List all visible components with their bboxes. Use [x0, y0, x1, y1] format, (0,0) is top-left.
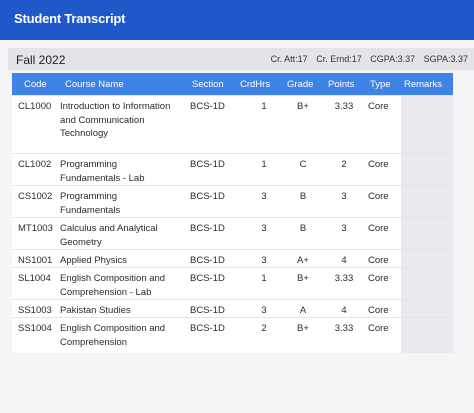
course-section: BCS-1D [190, 159, 225, 170]
column-header-course-name: Course Name [65, 79, 124, 90]
course-section: BCS-1D [190, 223, 225, 234]
course-name: Programming Fundamentals - Lab [60, 159, 145, 184]
course-crdhrs: 1 [261, 159, 267, 170]
table-row: CS1002 Programming Fundamentals BCS-1D 3… [12, 185, 453, 217]
column-header-type: Type [370, 79, 391, 90]
course-code: SS1004 [18, 323, 52, 334]
term-stats: Cr. Att:17 Cr. Ernd:17 CGPA:3.37 SGPA:3.… [265, 54, 468, 64]
remarks-cell [401, 218, 453, 249]
course-crdhrs: 1 [261, 101, 267, 112]
course-points: 4 [341, 305, 347, 316]
table-row: NS1001 Applied Physics BCS-1D 3 A+ 4 Cor… [12, 249, 453, 267]
course-type: Core [368, 159, 389, 170]
course-grade: B+ [297, 101, 309, 112]
course-crdhrs: 1 [261, 273, 267, 284]
course-code: NS1001 [18, 255, 53, 266]
course-type: Core [368, 305, 389, 316]
course-section: BCS-1D [190, 305, 225, 316]
term-name: Fall 2022 [16, 53, 66, 67]
course-grade: B [299, 191, 307, 202]
course-grade: C [299, 159, 307, 170]
course-points: 3.33 [334, 273, 354, 284]
remarks-cell [401, 300, 453, 317]
course-code: CS1002 [18, 191, 53, 202]
column-header-code: Code [24, 79, 47, 90]
remarks-cell [401, 186, 453, 217]
column-header-crdhrs: CrdHrs [240, 79, 271, 90]
course-crdhrs: 3 [261, 255, 267, 266]
remarks-cell [401, 154, 453, 185]
course-type: Core [368, 255, 389, 266]
credits-earned: Cr. Ernd:17 [316, 54, 362, 64]
cgpa-value: CGPA:3.37 [370, 54, 416, 64]
course-grade: A [299, 305, 307, 316]
table-row: SS1004 English Composition and Comprehen… [12, 317, 453, 353]
column-header-points: Points [328, 79, 355, 90]
course-section: BCS-1D [190, 323, 225, 334]
course-section: BCS-1D [190, 273, 225, 284]
table-row: CL1000 Introduction to Information and C… [12, 95, 453, 153]
table-row: SS1003 Pakistan Studies BCS-1D 3 A 4 Cor… [12, 299, 453, 317]
course-grade: A+ [297, 255, 309, 266]
course-code: SS1003 [18, 305, 52, 316]
course-crdhrs: 3 [261, 305, 267, 316]
course-code: MT1003 [18, 223, 53, 234]
course-section: BCS-1D [190, 191, 225, 202]
course-crdhrs: 3 [261, 191, 267, 202]
column-header-remarks: Remarks [404, 79, 443, 90]
course-points: 3.33 [334, 101, 354, 112]
column-header-grade: Grade [287, 79, 314, 90]
course-type: Core [368, 223, 389, 234]
page-header: Student Transcript [0, 0, 474, 40]
term-summary-bar: Fall 2022 Cr. Att:17 Cr. Ernd:17 CGPA:3.… [8, 48, 474, 70]
course-name: Introduction to Information and Communic… [60, 101, 171, 139]
course-crdhrs: 2 [261, 323, 267, 334]
course-name: Pakistan Studies [60, 305, 131, 316]
course-grade: B+ [297, 323, 309, 334]
course-points: 3.33 [334, 323, 354, 334]
course-points: 4 [341, 255, 347, 266]
course-points: 2 [341, 159, 347, 170]
course-name: English Composition and Comprehension [60, 323, 166, 348]
course-code: SL1004 [18, 273, 51, 284]
course-grade: B+ [297, 273, 309, 284]
course-section: BCS-1D [190, 101, 225, 112]
course-points: 3 [341, 191, 347, 202]
table-header: Code Course Name Section CrdHrs Grade Po… [12, 73, 453, 95]
table-row: SL1004 English Composition and Comprehen… [12, 267, 453, 299]
remarks-cell [401, 250, 453, 267]
remarks-cell [401, 318, 453, 353]
remarks-cell [401, 96, 453, 153]
course-points: 3 [341, 223, 347, 234]
table-row: MT1003 Calculus and Analytical Geometry … [12, 217, 453, 249]
course-code: CL1000 [18, 101, 52, 112]
course-type: Core [368, 323, 389, 334]
course-section: BCS-1D [190, 255, 225, 266]
course-name: Calculus and Analytical Geometry [60, 223, 158, 248]
course-name: English Composition and Comprehension - … [60, 273, 166, 298]
course-type: Core [368, 101, 389, 112]
credits-attempted: Cr. Att:17 [270, 54, 308, 64]
course-crdhrs: 3 [261, 223, 267, 234]
sgpa-value: SGPA:3.37 [423, 54, 468, 64]
course-code: CL1002 [18, 159, 52, 170]
page-title: Student Transcript [14, 11, 126, 26]
course-grade: B [299, 223, 307, 234]
courses-table: Code Course Name Section CrdHrs Grade Po… [12, 73, 453, 353]
course-type: Core [368, 273, 389, 284]
course-name: Applied Physics [60, 255, 128, 266]
table-row: CL1002 Programming Fundamentals - Lab BC… [12, 153, 453, 185]
course-name: Programming Fundamentals [60, 191, 121, 216]
remarks-cell [401, 268, 453, 299]
course-type: Core [368, 191, 389, 202]
column-header-section: Section [192, 79, 224, 90]
